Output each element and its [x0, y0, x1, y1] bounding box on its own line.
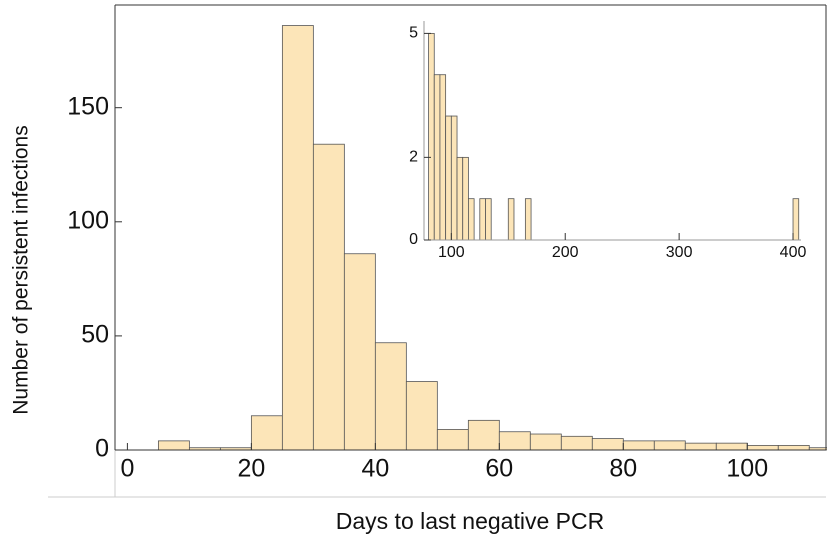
bar — [715, 442, 748, 451]
bar — [281, 25, 314, 451]
bar — [653, 440, 686, 451]
bar — [462, 156, 469, 241]
y-tick-label: 2 — [409, 149, 418, 166]
x-tick-label: 300 — [666, 244, 693, 261]
bar — [498, 431, 531, 451]
bar — [405, 381, 438, 451]
y-tick-label: 0 — [95, 435, 109, 463]
bar — [439, 74, 447, 241]
bar — [312, 143, 345, 451]
x-tick-label: 20 — [237, 455, 265, 483]
x-tick-label: 0 — [120, 455, 134, 483]
bar — [436, 429, 469, 451]
y-tick-label: 100 — [67, 206, 109, 234]
bar — [792, 198, 800, 241]
bar — [479, 198, 486, 241]
y-tick-label: 50 — [81, 321, 109, 349]
bar — [485, 198, 492, 241]
x-tick-label: 200 — [552, 244, 579, 261]
bar — [445, 115, 452, 241]
bar — [560, 435, 593, 451]
bar — [450, 115, 458, 241]
x-tick-label: 100 — [438, 244, 465, 261]
bar — [777, 445, 810, 451]
inset-plot — [428, 32, 800, 241]
bar — [428, 32, 435, 241]
y-axis-label: Number of persistent infections — [10, 125, 33, 414]
x-tick-label: 40 — [361, 455, 389, 483]
bar — [622, 440, 655, 451]
bar — [524, 198, 532, 241]
y-tick-label: 5 — [409, 25, 418, 42]
bar — [746, 445, 779, 451]
bar — [468, 198, 475, 241]
bar — [374, 342, 407, 451]
bar — [507, 198, 515, 241]
bar — [157, 440, 190, 451]
bar — [529, 433, 562, 451]
x-tick-label: 60 — [485, 455, 513, 483]
x-tick-label: 400 — [780, 244, 807, 261]
bar — [433, 74, 441, 241]
bar — [456, 156, 464, 241]
x-axis-label: Days to last negative PCR — [336, 508, 604, 534]
main-plot — [157, 25, 827, 451]
x-tick-label: 100 — [726, 455, 768, 483]
y-tick-label: 150 — [67, 92, 109, 120]
labels: 0 20 40 60 80 100 0 50 100 150 100 200 300 400 0 2 5 — [48, 4, 827, 498]
bar — [343, 253, 376, 451]
y-tick-label: 0 — [409, 231, 418, 248]
x-tick-label: 80 — [609, 455, 637, 483]
bar — [591, 438, 624, 451]
bar — [250, 415, 283, 451]
bar — [684, 442, 717, 451]
bar — [467, 419, 500, 451]
